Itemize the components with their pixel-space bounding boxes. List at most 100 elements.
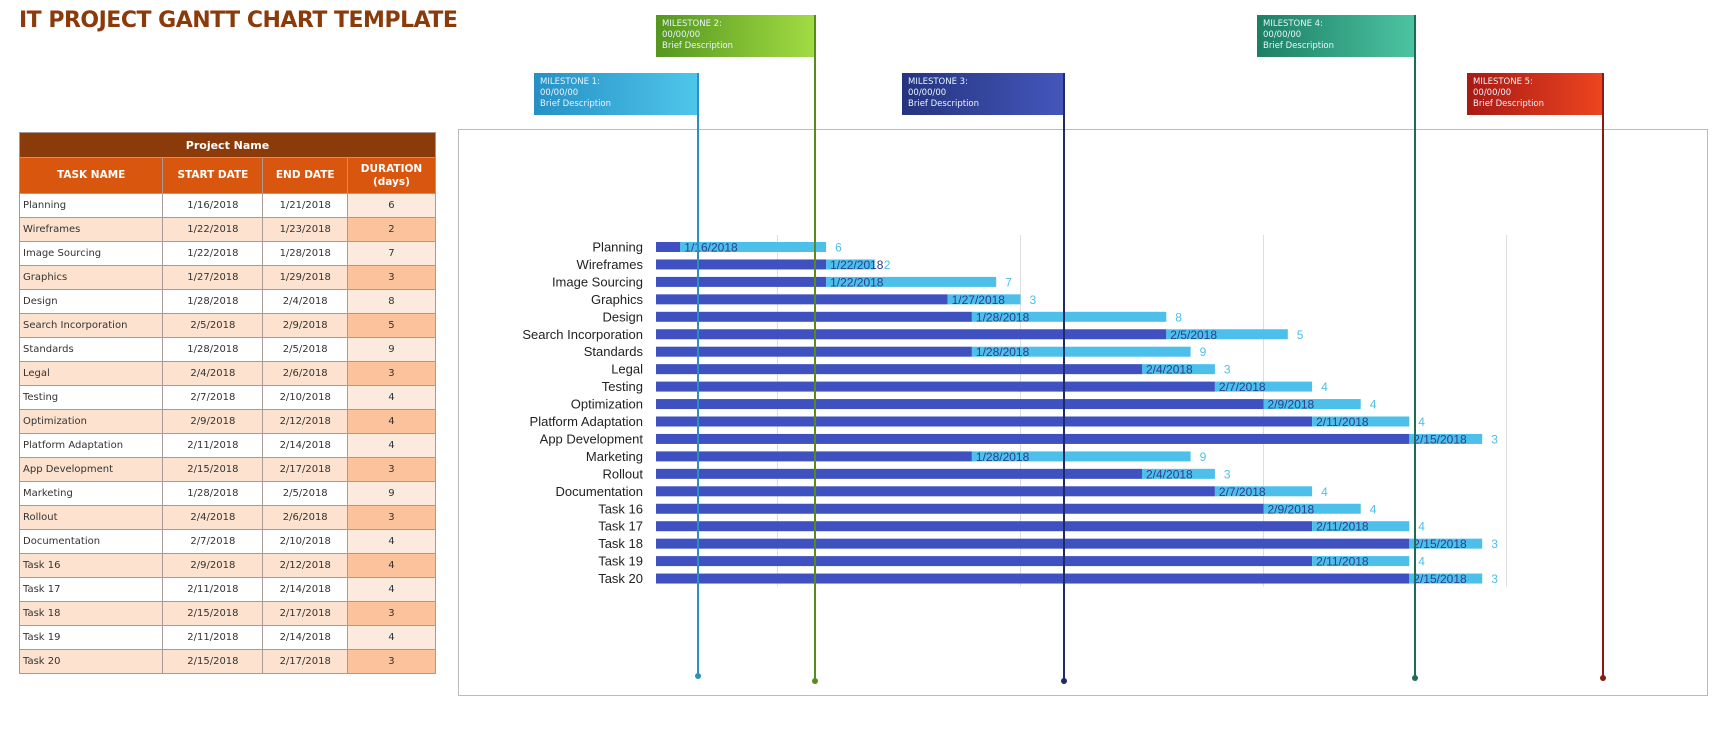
end-date-cell[interactable]: 1/29/2018: [262, 265, 348, 290]
duration-label: 6: [835, 241, 842, 255]
category-label: Documentation: [556, 484, 643, 499]
start-date-cell[interactable]: 2/9/2018: [162, 553, 264, 578]
duration-cell[interactable]: 3: [346, 649, 437, 674]
milestone-1-flag[interactable]: MILESTONE 1: 00/00/00 Brief Description: [534, 73, 698, 115]
start-date-cell[interactable]: 2/4/2018: [162, 361, 264, 386]
duration-label: 3: [1224, 467, 1231, 481]
duration-bar: [1214, 381, 1313, 392]
offset-bar: [656, 416, 1313, 427]
start-date-cell[interactable]: 2/11/2018: [162, 433, 264, 458]
category-label: Marketing: [586, 449, 643, 464]
start-date-cell[interactable]: 1/22/2018: [162, 217, 264, 242]
duration-bar: [1214, 486, 1313, 497]
task-name-cell[interactable]: Marketing: [18, 481, 164, 506]
milestone-1-marker: [695, 673, 701, 679]
milestone-label: MILESTONE 4:: [1263, 19, 1323, 29]
task-name-cell[interactable]: Wireframes: [18, 217, 164, 242]
start-date-label: 1/27/2018: [952, 293, 1006, 307]
start-date-label: 1/28/2018: [976, 310, 1030, 324]
duration-label: 8: [1175, 310, 1182, 324]
start-date-label: 1/22/2018: [830, 258, 884, 272]
task-name-cell[interactable]: Optimization: [18, 409, 164, 434]
duration-cell[interactable]: 7: [346, 241, 437, 266]
start-date-cell[interactable]: 2/4/2018: [162, 505, 264, 530]
milestone-date: 00/00/00: [540, 88, 579, 98]
task-name-cell[interactable]: Task 16: [18, 553, 164, 578]
start-date-label: 2/9/2018: [1268, 502, 1315, 516]
milestone-3-flag[interactable]: MILESTONE 3: 00/00/00 Brief Description: [902, 73, 1064, 115]
duration-bar: [971, 346, 1191, 357]
end-date-cell[interactable]: 1/23/2018: [262, 217, 348, 242]
task-name-cell[interactable]: Task 19: [18, 625, 164, 650]
duration-cell[interactable]: 3: [346, 601, 437, 626]
duration-cell[interactable]: 3: [346, 361, 437, 386]
start-date-label: 2/15/2018: [1413, 432, 1467, 446]
duration-cell[interactable]: 4: [346, 553, 437, 578]
project-name[interactable]: Project Name: [19, 132, 436, 158]
milestone-2-flag[interactable]: MILESTONE 2: 00/00/00 Brief Description: [656, 15, 815, 57]
category-label: Task 18: [598, 536, 643, 551]
duration-cell[interactable]: 9: [346, 481, 437, 506]
table-row: Task 18 2/15/2018 2/17/2018 3: [18, 601, 437, 626]
offset-bar: [656, 538, 1410, 549]
start-date-cell[interactable]: 2/15/2018: [162, 649, 264, 674]
duration-bar: [1409, 433, 1483, 444]
milestone-5-flag[interactable]: MILESTONE 5: 00/00/00 Brief Description: [1467, 73, 1603, 115]
task-table: Project Name TASK NAME START DATE END DA…: [18, 132, 437, 674]
duration-cell[interactable]: 4: [346, 433, 437, 458]
milestone-desc: Brief Description: [540, 99, 612, 109]
task-name-cell[interactable]: Search Incorporation: [18, 313, 164, 338]
offset-bar: [656, 346, 972, 357]
end-date-cell[interactable]: 2/14/2018: [262, 433, 348, 458]
end-date-cell[interactable]: 2/12/2018: [262, 553, 348, 578]
table-row: Graphics 1/27/2018 1/29/2018 3: [18, 265, 437, 290]
duration-bar: [1142, 364, 1215, 375]
duration-cell[interactable]: 8: [346, 289, 437, 314]
duration-cell[interactable]: 4: [346, 529, 437, 554]
offset-bar: [656, 433, 1410, 444]
milestone-4-flag[interactable]: MILESTONE 4: 00/00/00 Brief Description: [1257, 15, 1415, 57]
offset-bar: [656, 573, 1410, 584]
duration-cell[interactable]: 5: [346, 313, 437, 338]
duration-bar: [1312, 416, 1410, 427]
start-date-cell[interactable]: 2/15/2018: [162, 601, 264, 626]
category-label: Graphics: [591, 292, 644, 307]
duration-label: 3: [1030, 293, 1037, 307]
start-date-cell[interactable]: 2/9/2018: [162, 409, 264, 434]
duration-label: 4: [1321, 380, 1328, 394]
start-date-cell[interactable]: 1/27/2018: [162, 265, 264, 290]
table-row: Design 1/28/2018 2/4/2018 8: [18, 289, 437, 314]
offset-bar: [656, 521, 1313, 532]
duration-cell[interactable]: 4: [346, 409, 437, 434]
end-date-cell[interactable]: 2/12/2018: [262, 409, 348, 434]
task-name-cell[interactable]: Task 20: [18, 649, 164, 674]
table-row: Marketing 1/28/2018 2/5/2018 9: [18, 481, 437, 506]
duration-cell[interactable]: 3: [346, 457, 437, 482]
task-name-cell[interactable]: Design: [18, 289, 164, 314]
duration-cell[interactable]: 4: [346, 625, 437, 650]
duration-label: 5: [1297, 328, 1304, 342]
task-name-cell[interactable]: App Development: [18, 457, 164, 482]
start-date-cell[interactable]: 2/7/2018: [162, 529, 264, 554]
task-name-cell[interactable]: Task 17: [18, 577, 164, 602]
offset-bar: [656, 276, 827, 287]
end-date-cell[interactable]: 2/6/2018: [262, 361, 348, 386]
end-date-cell[interactable]: 2/14/2018: [262, 625, 348, 650]
duration-cell[interactable]: 6: [346, 193, 437, 218]
duration-cell[interactable]: 4: [346, 577, 437, 602]
milestone-5-marker: [1600, 675, 1606, 681]
duration-bar: [1166, 329, 1288, 340]
task-name-cell[interactable]: Graphics: [18, 265, 164, 290]
task-name-cell[interactable]: Task 18: [18, 601, 164, 626]
task-name-cell[interactable]: Standards: [18, 337, 164, 362]
milestone-date: 00/00/00: [1263, 30, 1302, 40]
end-date-cell[interactable]: 2/10/2018: [262, 529, 348, 554]
end-date-cell[interactable]: 2/17/2018: [262, 457, 348, 482]
duration-cell[interactable]: 3: [346, 265, 437, 290]
start-date-cell[interactable]: 1/16/2018: [162, 193, 264, 218]
start-date-cell[interactable]: 2/15/2018: [162, 457, 264, 482]
duration-bar: [1409, 538, 1483, 549]
start-date-cell[interactable]: 1/28/2018: [162, 337, 264, 362]
duration-bar: [971, 311, 1167, 322]
task-name-cell[interactable]: Legal: [18, 361, 164, 386]
